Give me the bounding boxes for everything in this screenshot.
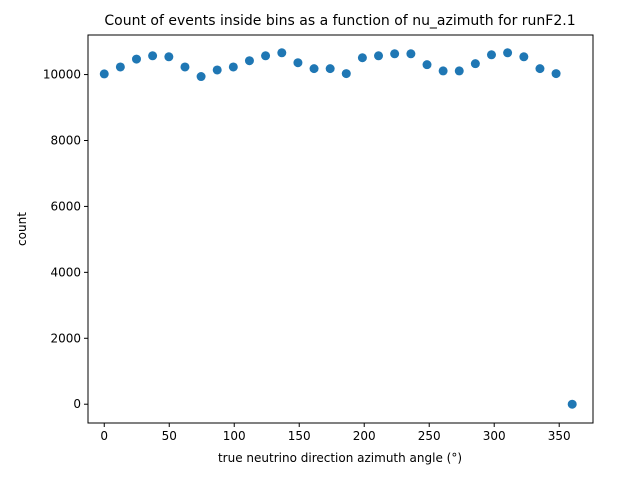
- y-tick-label: 8000: [50, 133, 81, 147]
- y-tick-label: 10000: [43, 68, 81, 82]
- data-point: [261, 51, 271, 61]
- data-point: [309, 64, 319, 74]
- data-point: [535, 64, 545, 74]
- data-point: [567, 399, 577, 409]
- data-point: [196, 72, 206, 82]
- data-point: [277, 48, 287, 58]
- x-tick-label: 150: [288, 429, 311, 443]
- chart-title: Count of events inside bins as a functio…: [104, 13, 575, 29]
- y-tick-label: 4000: [50, 265, 81, 279]
- data-point: [406, 49, 416, 59]
- x-axis-ticks: 0 50 100 150 200 250 300 350: [100, 423, 571, 443]
- data-point: [454, 66, 464, 76]
- y-tick-label: 6000: [50, 199, 81, 213]
- x-tick-label: 250: [418, 429, 441, 443]
- data-point: [99, 69, 109, 79]
- data-point: [470, 59, 480, 69]
- data-point: [503, 48, 513, 58]
- x-tick-label: 200: [353, 429, 376, 443]
- data-point: [180, 62, 190, 72]
- y-axis-label: count: [15, 212, 29, 246]
- data-point: [486, 50, 496, 60]
- x-tick-label: 300: [483, 429, 506, 443]
- data-point: [131, 54, 141, 64]
- data-point: [148, 51, 158, 61]
- data-point: [374, 51, 384, 61]
- data-point: [115, 62, 125, 72]
- data-point: [422, 60, 432, 70]
- x-tick-label: 0: [100, 429, 108, 443]
- y-tick-label: 0: [73, 397, 81, 411]
- data-point: [551, 69, 561, 79]
- data-point: [390, 49, 400, 59]
- data-point: [519, 52, 529, 62]
- axes-frame: [87, 34, 594, 424]
- x-axis-label: true neutrino direction azimuth angle (°…: [218, 451, 462, 465]
- y-axis-ticks: 0 2000 4000 6000 8000 10000: [43, 68, 88, 411]
- data-point: [325, 64, 335, 74]
- data-point: [228, 62, 238, 72]
- data-point: [212, 65, 222, 75]
- x-tick-label: 50: [162, 429, 177, 443]
- data-point: [293, 58, 303, 68]
- y-tick-label: 2000: [50, 331, 81, 345]
- x-tick-label: 350: [548, 429, 571, 443]
- data-point: [341, 69, 351, 79]
- x-tick-label: 100: [223, 429, 246, 443]
- data-point: [244, 56, 254, 66]
- data-point: [438, 66, 448, 76]
- plot-area: [99, 48, 577, 409]
- data-point: [357, 53, 367, 63]
- data-point: [164, 52, 174, 62]
